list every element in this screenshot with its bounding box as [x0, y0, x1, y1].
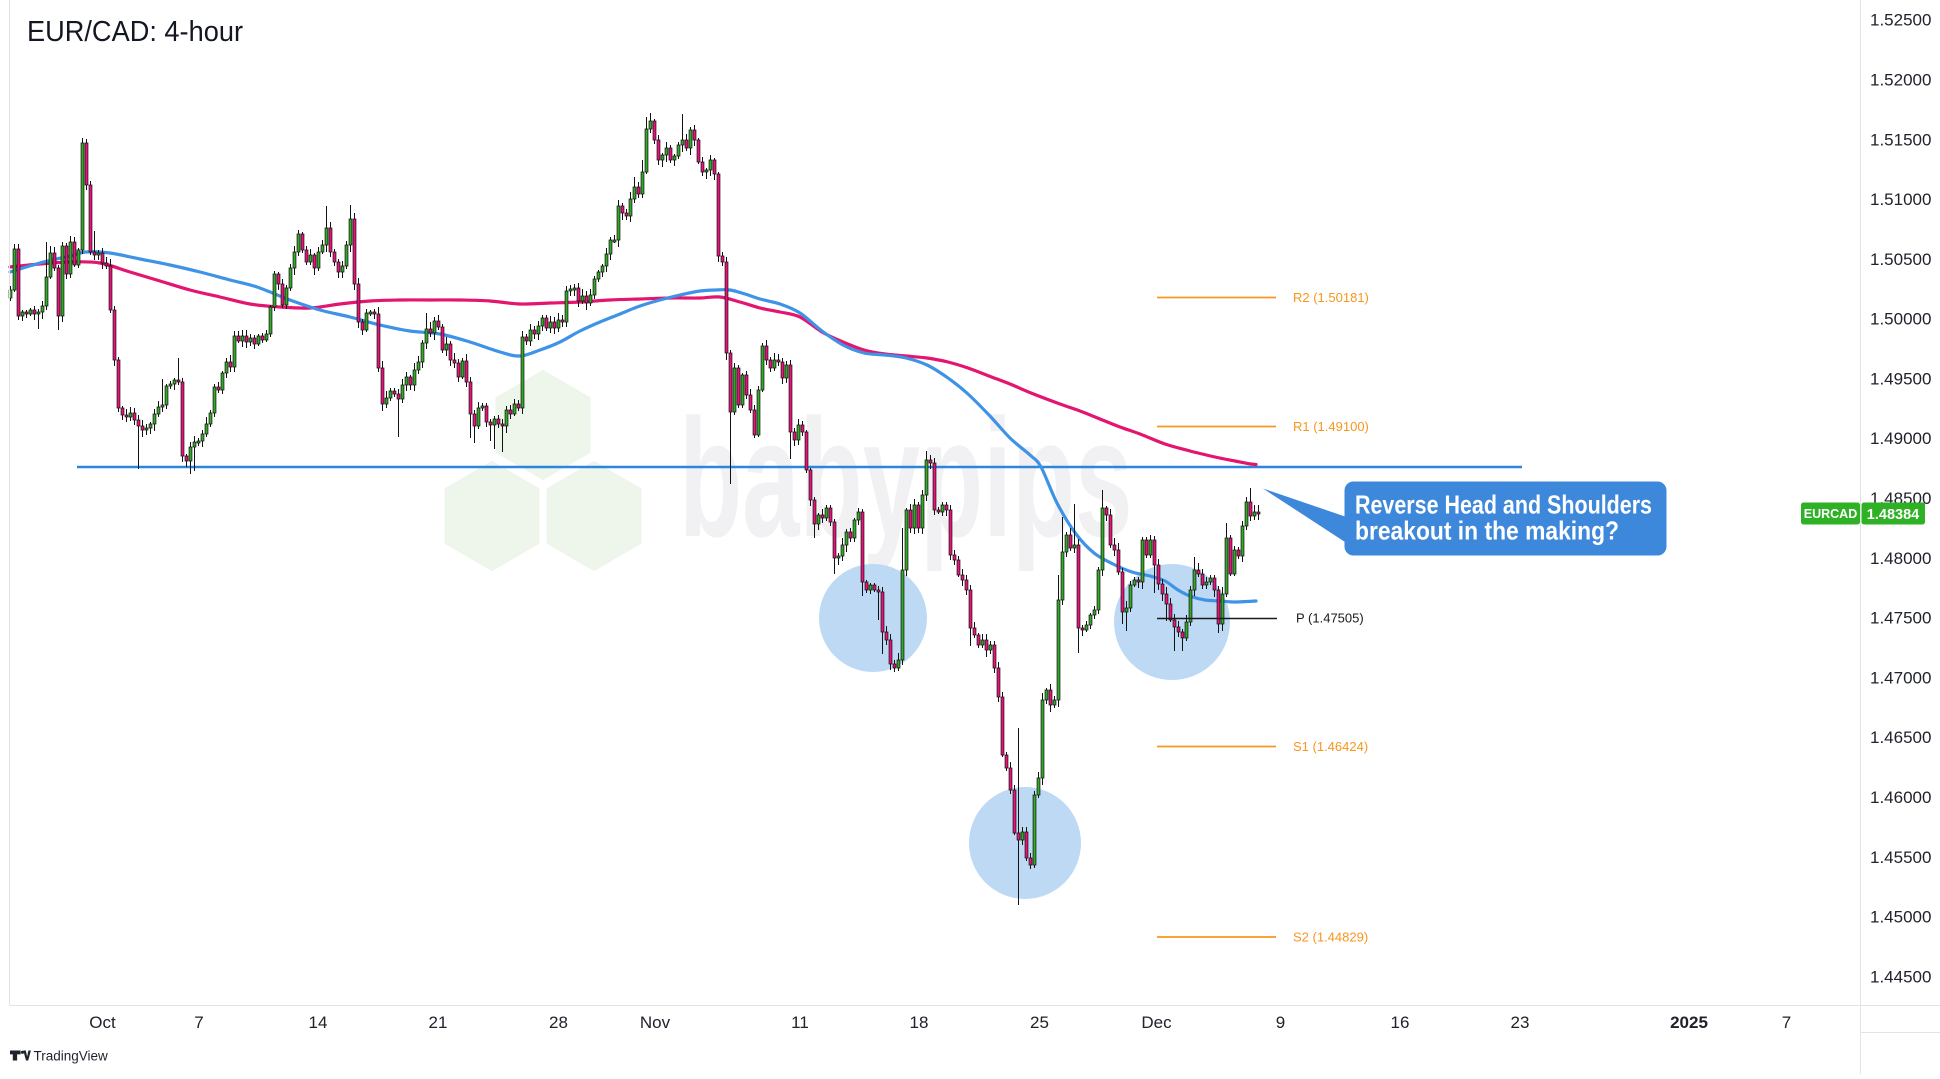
svg-text:16: 16 — [1391, 1013, 1410, 1032]
svg-text:S2 (1.44829): S2 (1.44829) — [1293, 930, 1368, 945]
svg-text:1.45500: 1.45500 — [1870, 848, 1931, 867]
svg-text:1.47500: 1.47500 — [1870, 609, 1931, 628]
svg-text:Reverse Head and Shoulders: Reverse Head and Shoulders — [1355, 490, 1652, 520]
svg-text:Oct: Oct — [89, 1013, 116, 1032]
svg-text:1.50500: 1.50500 — [1870, 250, 1931, 269]
svg-text:11: 11 — [791, 1013, 809, 1032]
svg-text:Nov: Nov — [640, 1013, 671, 1032]
svg-text:breakout in the making?: breakout in the making? — [1355, 516, 1619, 546]
svg-text:7: 7 — [194, 1013, 203, 1032]
svg-text:1.50000: 1.50000 — [1870, 310, 1931, 329]
svg-text:23: 23 — [1511, 1013, 1530, 1032]
svg-text:1.51000: 1.51000 — [1870, 190, 1931, 209]
svg-text:R2 (1.50181): R2 (1.50181) — [1293, 290, 1369, 305]
svg-text:1.49500: 1.49500 — [1870, 369, 1931, 388]
svg-text:1.52000: 1.52000 — [1870, 71, 1931, 90]
svg-text:R1 (1.49100): R1 (1.49100) — [1293, 419, 1369, 434]
svg-text:25: 25 — [1030, 1013, 1049, 1032]
svg-text:1.45000: 1.45000 — [1870, 908, 1931, 927]
svg-text:1.47000: 1.47000 — [1870, 668, 1931, 687]
svg-text:2025: 2025 — [1670, 1013, 1708, 1032]
svg-text:P (1.47505): P (1.47505) — [1296, 611, 1364, 626]
svg-text:28: 28 — [549, 1013, 568, 1032]
svg-text:7: 7 — [1782, 1013, 1791, 1032]
svg-text:Dec: Dec — [1141, 1013, 1172, 1032]
svg-text:9: 9 — [1276, 1013, 1285, 1032]
svg-text:S1 (1.46424): S1 (1.46424) — [1293, 739, 1368, 754]
svg-text:21: 21 — [429, 1013, 448, 1032]
svg-text:14: 14 — [309, 1013, 328, 1032]
svg-text:18: 18 — [910, 1013, 929, 1032]
svg-text:1.52500: 1.52500 — [1870, 11, 1931, 30]
svg-text:1.44500: 1.44500 — [1870, 967, 1931, 986]
svg-text:EURCAD: EURCAD — [1804, 507, 1857, 521]
svg-text:1.49000: 1.49000 — [1870, 429, 1931, 448]
svg-text:1.51500: 1.51500 — [1870, 130, 1931, 149]
svg-text:1.46500: 1.46500 — [1870, 728, 1931, 747]
svg-text:1.46000: 1.46000 — [1870, 788, 1931, 807]
svg-text:EUR/CAD: 4-hour: EUR/CAD: 4-hour — [27, 16, 243, 48]
svg-text:1.48384: 1.48384 — [1867, 507, 1919, 523]
svg-text:TradingView: TradingView — [34, 1049, 109, 1064]
svg-text:1.48000: 1.48000 — [1870, 549, 1931, 568]
